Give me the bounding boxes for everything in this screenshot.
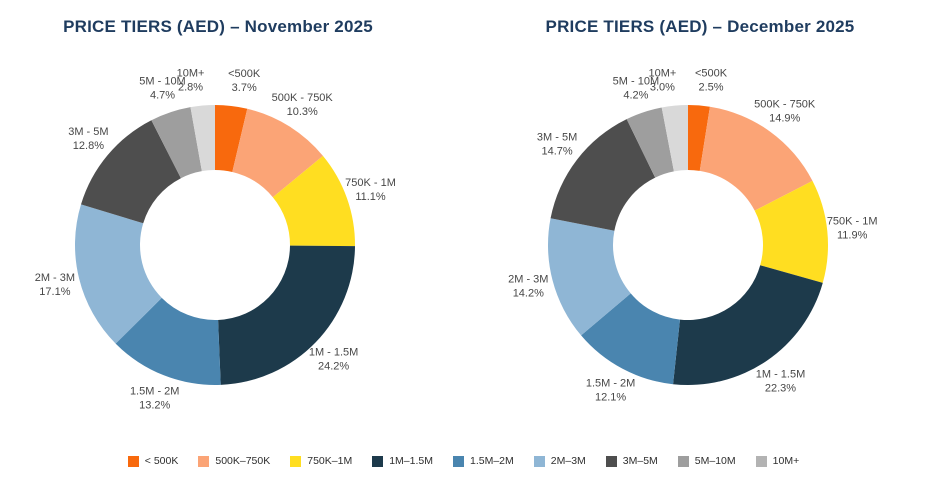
donut-slice-2M - 3M[interactable] xyxy=(547,218,631,336)
slice-label: <500K 2.5% xyxy=(695,68,728,94)
slice-label: 10M+ 2.8% xyxy=(177,68,205,94)
donut-slice-<500K[interactable] xyxy=(688,105,710,171)
donut-slice-1.5M - 2M[interactable] xyxy=(581,293,680,385)
legend-label: < 500K xyxy=(144,455,179,467)
slice-label: 2M - 3M 17.1% xyxy=(35,272,75,298)
slice-label: 5M - 10M 4.2% xyxy=(613,75,659,101)
donut-slice-750K - 1M[interactable] xyxy=(272,155,356,247)
chart-title-december: PRICE TIERS (AED) – December 2025 xyxy=(545,17,855,36)
donut-slice-3M - 5M[interactable] xyxy=(81,120,181,224)
legend-swatch xyxy=(290,455,302,467)
legend-item-2M–3M[interactable]: 2M–3M xyxy=(533,455,586,467)
legend-label: 3M–5M xyxy=(622,455,658,467)
donut-slice-10M+[interactable] xyxy=(190,105,215,172)
slice-label: 750K - 1M 11.9% xyxy=(827,215,878,241)
slice-label: 750K - 1M 11.1% xyxy=(345,177,396,203)
legend-item-< 500K[interactable]: < 500K xyxy=(127,455,179,467)
slice-label: 3M - 5M 12.8% xyxy=(68,126,108,152)
legend-swatch xyxy=(127,455,139,467)
slice-label: 1M - 1.5M 24.2% xyxy=(309,347,359,373)
legend-label: 10M+ xyxy=(772,455,800,467)
slice-label: 1.5M - 2M 12.1% xyxy=(586,378,636,404)
legend-item-10M+[interactable]: 10M+ xyxy=(755,455,800,467)
legend-item-750K–1M[interactable]: 750K–1M xyxy=(290,455,352,467)
legend-swatch xyxy=(198,455,210,467)
slice-label: 10M+ 3.0% xyxy=(648,68,676,94)
legend-item-3M–5M[interactable]: 3M–5M xyxy=(605,455,658,467)
chart-title-november: PRICE TIERS (AED) – November 2025 xyxy=(63,17,373,36)
donut-slice-2M - 3M[interactable] xyxy=(75,204,162,344)
legend-swatch xyxy=(372,455,384,467)
slice-label: 1M - 1.5M 22.3% xyxy=(756,369,806,395)
donut-slice-750K - 1M[interactable] xyxy=(754,180,828,283)
legend-item-1M–1.5M[interactable]: 1M–1.5M xyxy=(372,455,433,467)
donut-slice-500K - 750K[interactable] xyxy=(232,108,323,198)
donut-slice-1M - 1.5M[interactable] xyxy=(673,265,823,386)
donut-charts-canvas: <500K 3.7% 500K - 750K 10.3% 750K - 1M 11.1% 1… xyxy=(35,68,878,412)
slice-label: 1.5M - 2M 13.2% xyxy=(130,386,180,412)
legend-swatch xyxy=(677,455,689,467)
legend-label: 5M–10M xyxy=(694,455,736,467)
donut-slice-5M - 10M[interactable] xyxy=(151,107,202,179)
donut-slice-500K - 750K[interactable] xyxy=(699,106,813,211)
slice-label: 3M - 5M 14.7% xyxy=(537,132,577,158)
slice-label: 2M - 3M 14.2% xyxy=(508,274,548,300)
donut-slice-10M+[interactable] xyxy=(661,105,688,172)
legend-label: 500K–750K xyxy=(215,455,271,467)
legend-swatch xyxy=(605,455,617,467)
slice-label: 500K - 750K 10.3% xyxy=(272,92,334,118)
slice-label: 500K - 750K 14.9% xyxy=(754,98,816,124)
legend-item-1.5M–2M[interactable]: 1.5M–2M xyxy=(452,455,514,467)
legend-label: 750K–1M xyxy=(307,455,353,467)
donut-slice-5M - 10M[interactable] xyxy=(626,107,674,178)
slice-label: 5M - 10M 4.7% xyxy=(139,76,185,102)
legend-label: 1.5M–2M xyxy=(469,455,514,467)
legend-label: 2M–3M xyxy=(550,455,586,467)
legend-swatch xyxy=(452,455,464,467)
legend: < 500K 500K–750K 750K–1M 1M–1.5M 1.5M–2M 2M–3… xyxy=(0,455,927,467)
legend-item-500K–750K[interactable]: 500K–750K xyxy=(198,455,270,467)
legend-label: 1M–1.5M xyxy=(389,455,433,467)
donut-slice-1M - 1.5M[interactable] xyxy=(218,245,355,385)
donut-slice-<500K[interactable] xyxy=(215,105,248,173)
legend-swatch xyxy=(755,455,767,467)
legend-item-5M–10M[interactable]: 5M–10M xyxy=(677,455,736,467)
slice-label: <500K 3.7% xyxy=(228,68,261,94)
donut-slice-1.5M - 2M[interactable] xyxy=(115,297,221,385)
legend-swatch xyxy=(533,455,545,467)
donut-slice-3M - 5M[interactable] xyxy=(550,119,656,231)
